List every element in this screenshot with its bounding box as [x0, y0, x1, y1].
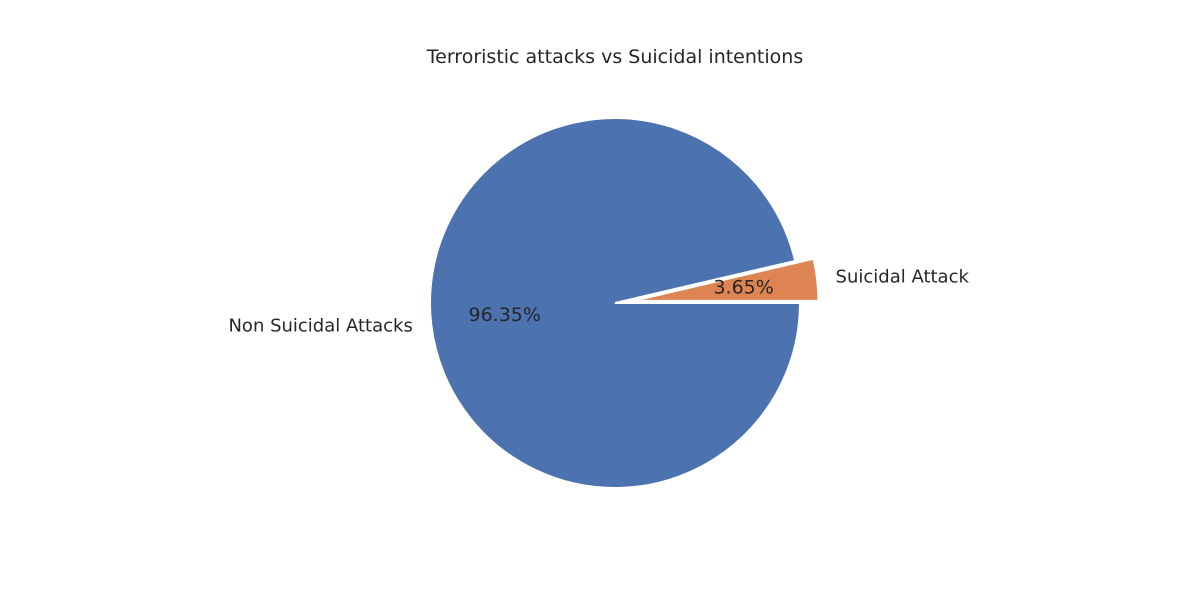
pie-slice-non-suicidal-attacks — [429, 117, 802, 489]
pie-slices — [429, 117, 820, 489]
slice-label: Non Suicidal Attacks — [228, 315, 412, 336]
pie-labels: Suicidal Attack 3.65% Non Suicidal Attacks… — [228, 267, 969, 337]
pie-slice-suicidal-attack — [633, 257, 820, 302]
slice-percent-label: 3.65% — [713, 277, 773, 299]
chart-title: Terroristic attacks vs Suicidal intentio… — [426, 46, 803, 68]
slice-percent-label: 96.35% — [469, 304, 541, 326]
slice-label: Suicidal Attack — [836, 267, 970, 288]
